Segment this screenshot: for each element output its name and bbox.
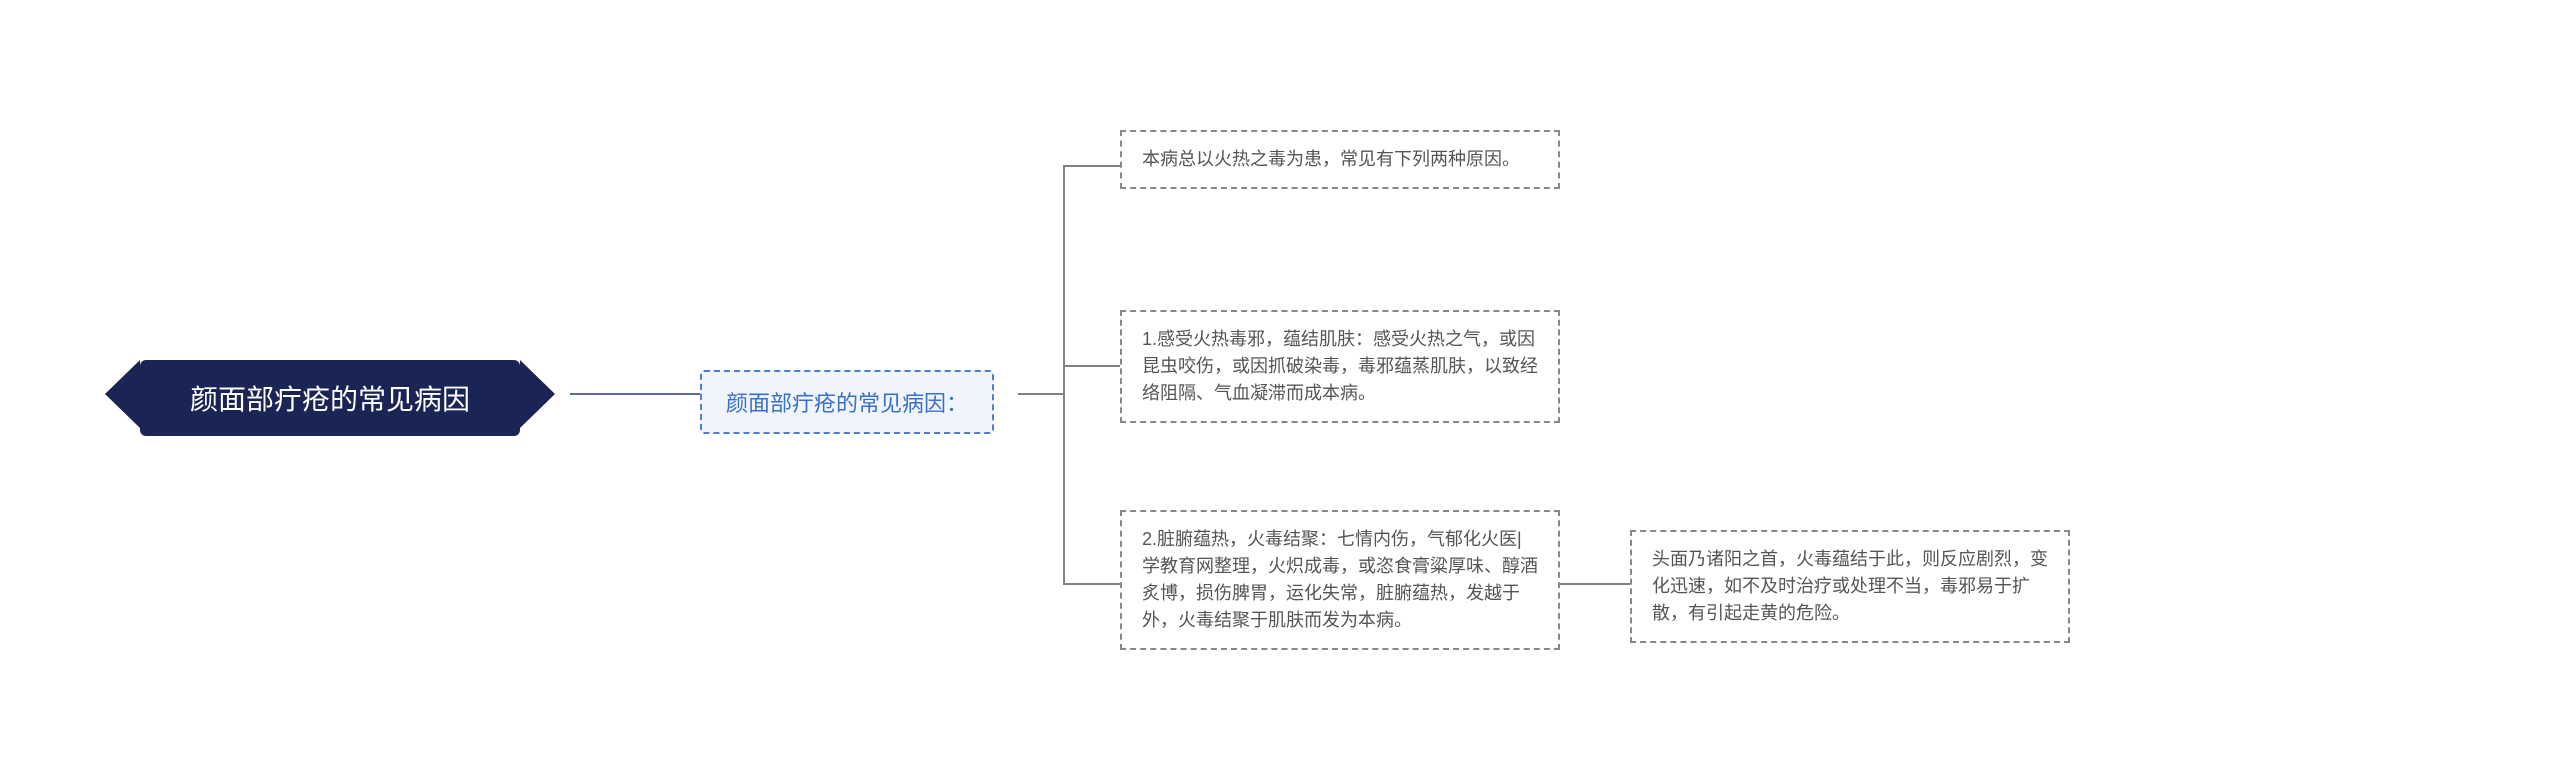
connector-line — [1018, 393, 1063, 395]
root-label: 颜面部疔疮的常见病因 — [190, 384, 470, 415]
connector-line — [1063, 365, 1120, 367]
mindmap-leaf-node[interactable]: 2.脏腑蕴热，火毒结聚：七情内伤，气郁化火医|学教育网整理，火炽成毒，或恣食膏粱… — [1120, 510, 1560, 650]
level1-label: 颜面部疔疮的常见病因： — [726, 391, 968, 416]
connector-line — [570, 393, 700, 395]
leaf-text: 1.感受火热毒邪，蕴结肌肤：感受火热之气，或因昆虫咬伤，或因抓破染毒，毒邪蕴蒸肌… — [1142, 329, 1538, 403]
mindmap-leaf-node[interactable]: 头面乃诸阳之首，火毒蕴结于此，则反应剧烈，变化迅速，如不及时治疗或处理不当，毒邪… — [1630, 530, 2070, 643]
leaf-text: 本病总以火热之毒为患，常见有下列两种原因。 — [1142, 149, 1520, 169]
connector-line — [1560, 583, 1630, 585]
mindmap-leaf-node[interactable]: 本病总以火热之毒为患，常见有下列两种原因。 — [1120, 130, 1560, 189]
mindmap-leaf-node[interactable]: 1.感受火热毒邪，蕴结肌肤：感受火热之气，或因昆虫咬伤，或因抓破染毒，毒邪蕴蒸肌… — [1120, 310, 1560, 423]
connector-line — [1063, 165, 1120, 167]
connector-line — [1063, 165, 1065, 585]
mindmap-level1-node[interactable]: 颜面部疔疮的常见病因： — [700, 370, 994, 434]
leaf-text: 2.脏腑蕴热，火毒结聚：七情内伤，气郁化火医|学教育网整理，火炽成毒，或恣食膏粱… — [1142, 529, 1538, 630]
leaf-text: 头面乃诸阳之首，火毒蕴结于此，则反应剧烈，变化迅速，如不及时治疗或处理不当，毒邪… — [1652, 549, 2048, 623]
connector-line — [1063, 583, 1120, 585]
mindmap-root-node[interactable]: 颜面部疔疮的常见病因 — [140, 360, 520, 436]
